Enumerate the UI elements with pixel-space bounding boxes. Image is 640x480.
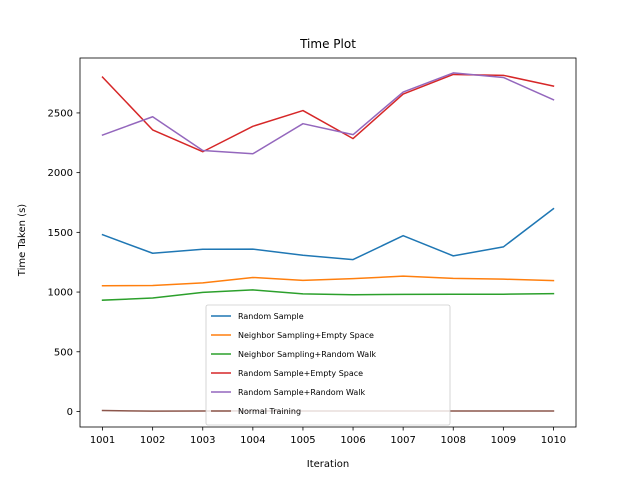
y-tick-label: 2500 [48, 108, 73, 119]
legend-label: Normal Training [238, 407, 301, 416]
y-tick-label: 1000 [48, 288, 73, 299]
legend-label: Random Sample+Empty Space [238, 369, 363, 378]
series-line-3 [101, 289, 555, 301]
x-tick-label: 1004 [240, 435, 265, 446]
legend-label: Random Sample+Random Walk [238, 388, 366, 397]
x-tick-label: 1006 [340, 435, 365, 446]
x-tick-label: 1007 [390, 435, 415, 446]
y-axis-label: Time Taken (s) [17, 204, 28, 277]
x-tick-label: 1001 [90, 435, 115, 446]
x-tick-label: 1008 [441, 435, 466, 446]
series-line-1 [101, 207, 555, 261]
legend-box [205, 304, 451, 426]
series-line-2 [101, 275, 555, 287]
y-tick-label: 500 [54, 347, 73, 358]
series-line-5 [101, 72, 555, 155]
legend-label: Neighbor Sampling+Empty Space [238, 331, 374, 340]
plot-frame [79, 57, 577, 428]
y-tick-label: 1500 [48, 228, 73, 239]
x-tick-label: 1002 [140, 435, 165, 446]
x-tick-label: 1003 [190, 435, 215, 446]
y-tick-label: 0 [67, 407, 73, 418]
legend: Random Sample Neighbor Sampling+Empty Spa… [205, 304, 451, 426]
y-tick-label: 2000 [48, 168, 73, 179]
x-tick-label: 1009 [491, 435, 516, 446]
x-tick-label: 1010 [541, 435, 566, 446]
x-axis-label: Iteration [307, 459, 349, 470]
chart-title: Time Plot [299, 37, 356, 51]
legend-label: Random Sample [238, 312, 304, 321]
legend-label: Neighbor Sampling+Random Walk [238, 350, 376, 359]
axes: 1001 1002 1003 1004 1005 1006 1007 1008 1009 1010… [48, 57, 577, 446]
x-tick-label: 1005 [290, 435, 315, 446]
